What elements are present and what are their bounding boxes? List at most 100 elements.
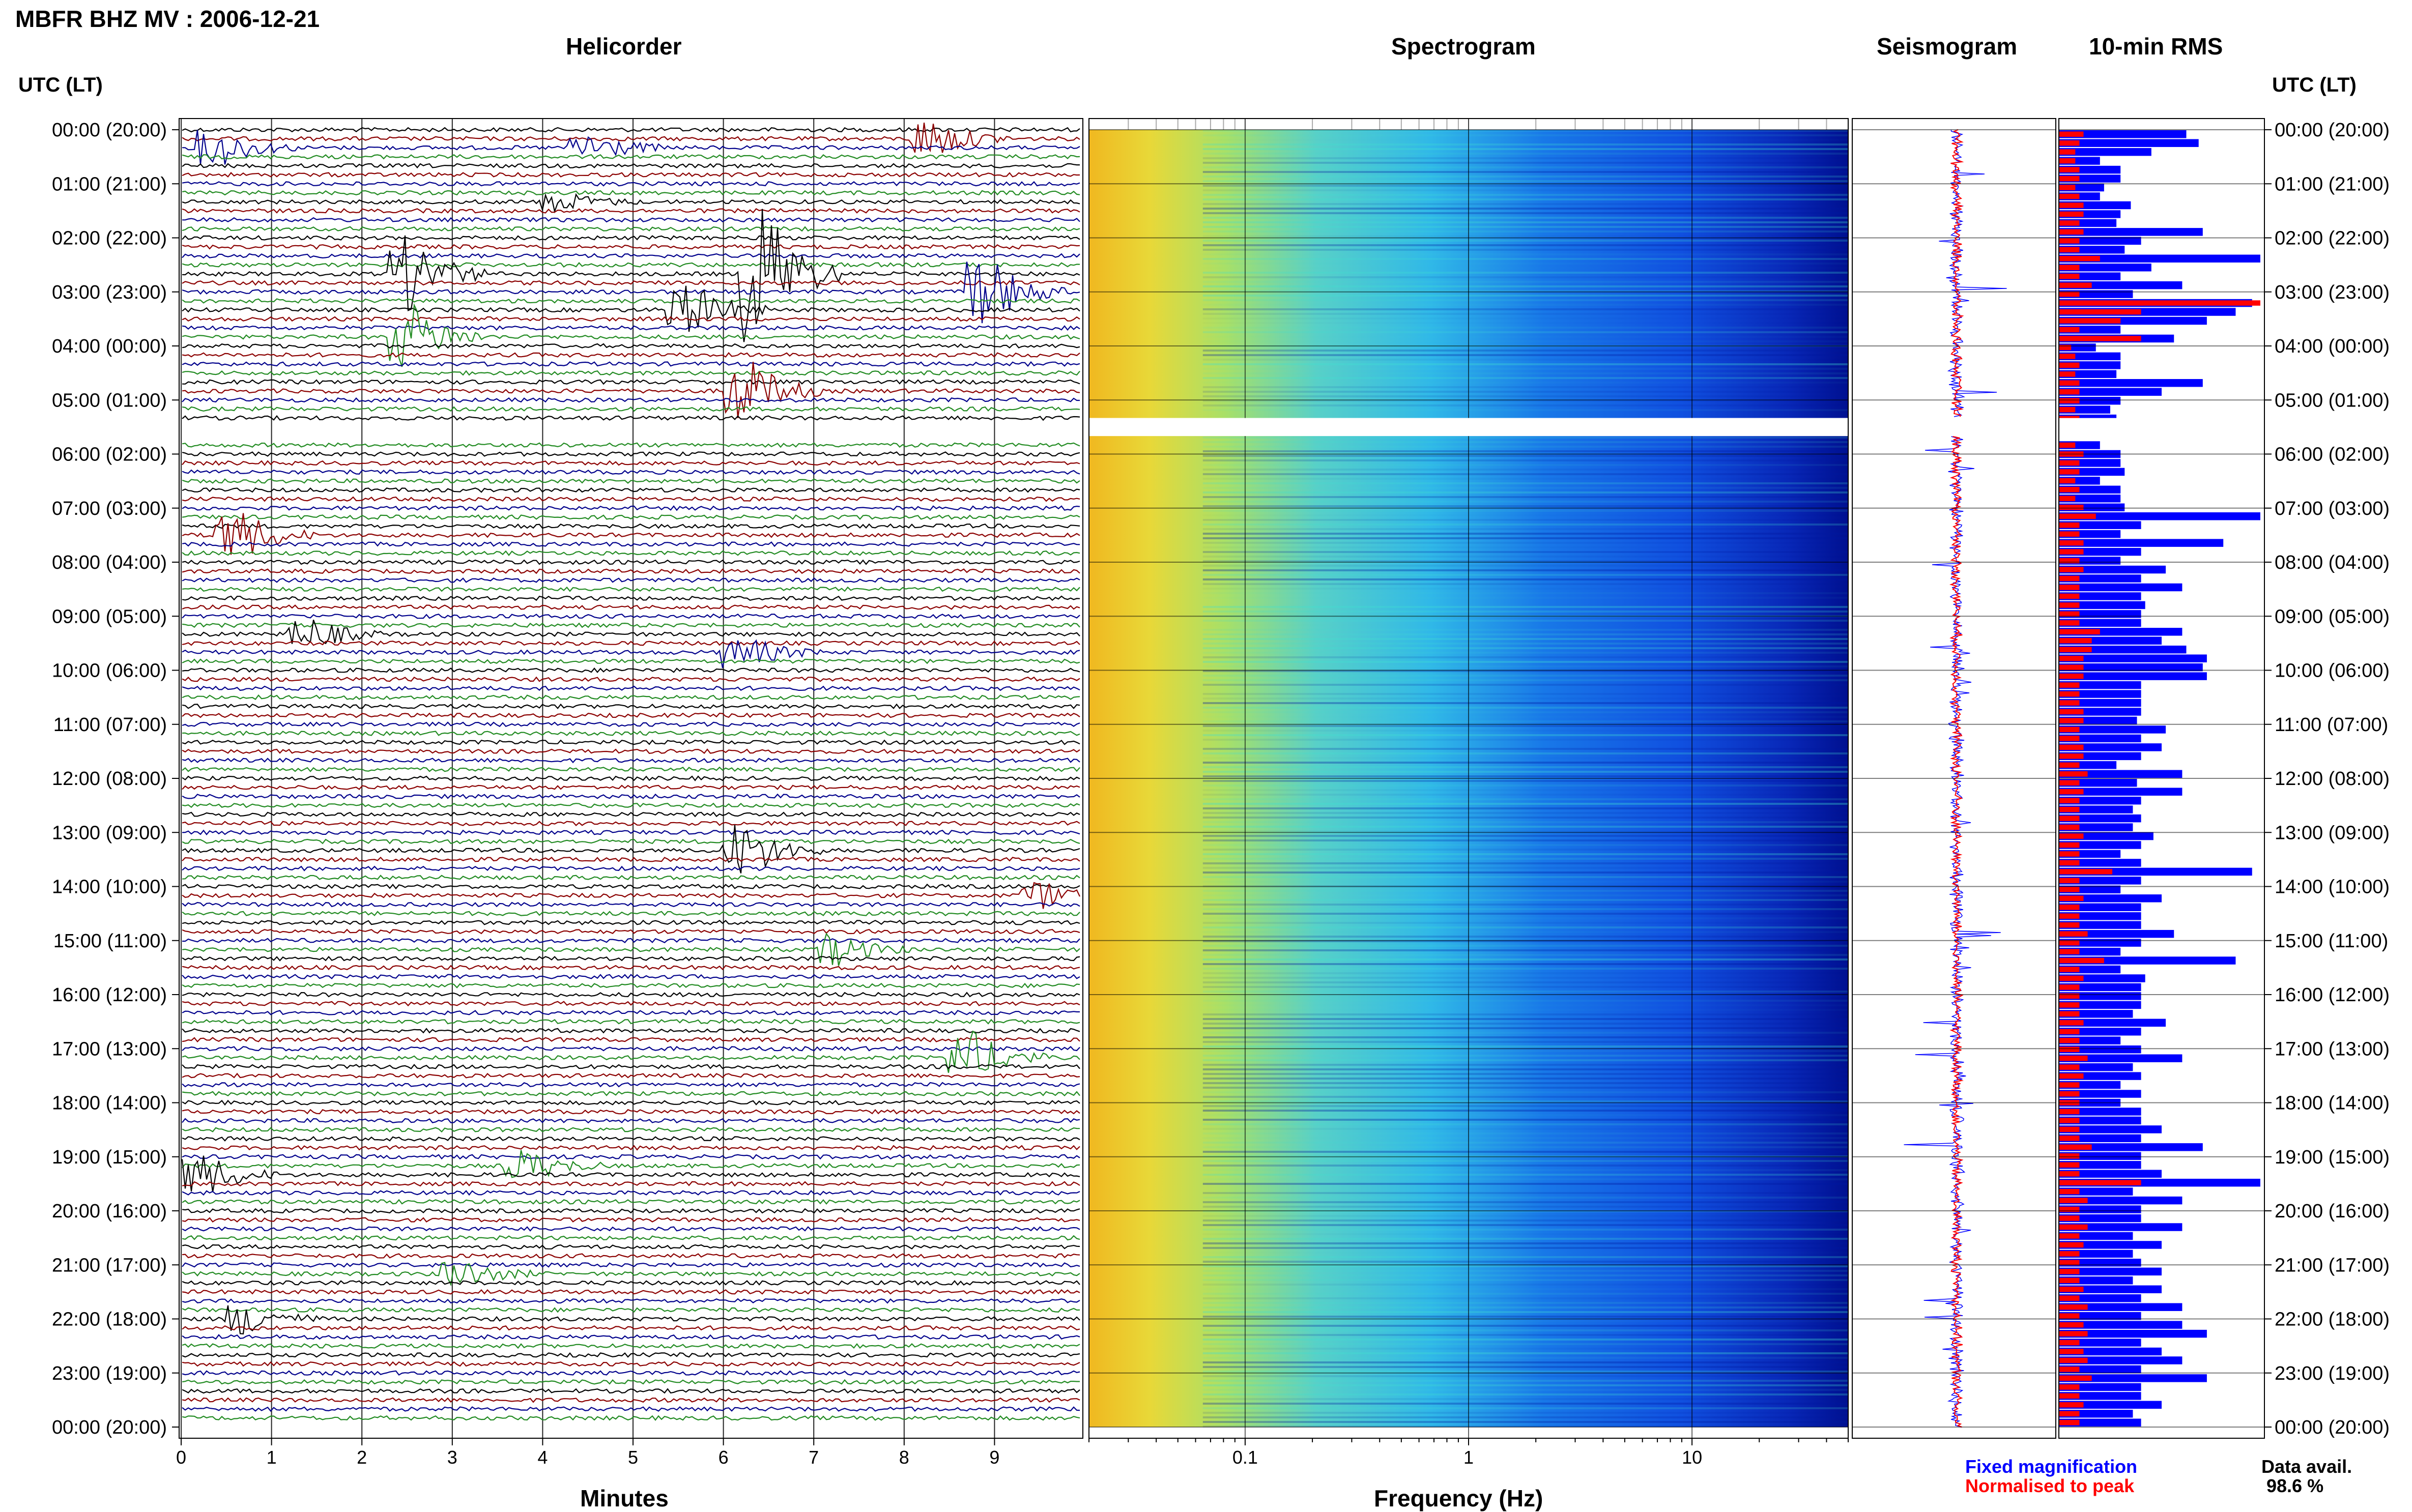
rms-normalised-bar xyxy=(2059,238,2080,244)
spectrogram-texture xyxy=(1202,487,1848,489)
spectrogram-texture xyxy=(1202,1137,1848,1139)
rms-fixed-bar xyxy=(2059,1196,2183,1205)
hour-label-right: 13:00 (09:00) xyxy=(2275,822,2390,844)
rms-normalised-bar xyxy=(2059,1393,2080,1399)
helicorder-trace xyxy=(182,523,1080,529)
hour-label-left: 16:00 (12:00) xyxy=(52,984,167,1006)
spectrogram-texture xyxy=(1202,606,1848,608)
spectrogram-texture xyxy=(1202,1366,1848,1368)
hour-label-right: 18:00 (14:00) xyxy=(2275,1093,2390,1114)
rms-normalised-bar xyxy=(2059,611,2080,617)
rms-normalised-bar xyxy=(2059,575,2080,581)
time-axis-label-right: UTC (LT) xyxy=(2272,74,2357,96)
spectrogram-texture xyxy=(1202,537,1848,539)
helicorder-trace xyxy=(182,676,1080,682)
helicorder-trace xyxy=(182,1127,1080,1133)
helicorder-trace xyxy=(182,1136,1080,1142)
spectrogram-texture xyxy=(1202,1132,1848,1135)
spectrogram-texture xyxy=(1202,1119,1848,1121)
hour-label-right: 00:00 (20:00) xyxy=(2275,120,2390,141)
rms-normalised-bar xyxy=(2059,442,2076,448)
spectrogram-texture xyxy=(1202,1169,1848,1171)
helicorder-trace xyxy=(182,775,1080,781)
hour-label-right: 00:00 (20:00) xyxy=(2275,1417,2390,1438)
helicorder-trace xyxy=(182,825,1080,874)
rms-normalised-bar xyxy=(2059,922,2080,928)
rms-normalised-bar xyxy=(2059,718,2084,723)
hour-label-left: 04:00 (00:00) xyxy=(52,336,167,357)
spectrogram-texture xyxy=(1202,1357,1848,1359)
spectrogram-texture xyxy=(1202,1403,1848,1405)
spectrogram-texture xyxy=(1202,1389,1848,1391)
helicorder-trace xyxy=(182,882,1080,909)
hour-label-left: 06:00 (02:00) xyxy=(52,444,167,466)
spectrogram-texture xyxy=(1202,1219,1848,1222)
helicorder-trace xyxy=(182,965,1080,971)
spectrogram-texture xyxy=(1202,295,1848,297)
helicorder-trace xyxy=(182,1298,1080,1304)
hour-label-left: 15:00 (11:00) xyxy=(53,931,167,952)
helicorder-trace xyxy=(182,1001,1080,1007)
rms-fixed-bar xyxy=(2059,583,2183,592)
spectrogram-texture xyxy=(1202,1142,1848,1144)
helicorder-trace xyxy=(182,1325,1080,1331)
rms-normalised-bar xyxy=(2059,931,2088,937)
freq-tick-label: 10 xyxy=(1682,1447,1702,1468)
rms-normalised-bar xyxy=(2059,1402,2084,1408)
spectrogram-texture xyxy=(1202,725,1848,727)
spectrogram-texture xyxy=(1202,972,1848,974)
spectrogram-texture xyxy=(1202,350,1848,352)
spectrogram-texture xyxy=(1202,610,1848,613)
rms-normalised-bar xyxy=(2059,1055,2088,1061)
spectrogram-texture xyxy=(1202,707,1848,709)
rms-normalised-bar xyxy=(2059,1188,2080,1195)
spectrogram-texture xyxy=(1203,757,1848,759)
helicorder-trace xyxy=(182,1082,1080,1088)
rms-normalised-bar xyxy=(2059,291,2080,297)
rms-fixed-bar xyxy=(2059,1143,2203,1151)
rms-normalised-bar xyxy=(2059,487,2080,492)
freq-tick-label: 0.1 xyxy=(1232,1447,1258,1468)
spectrogram-texture xyxy=(1202,945,1848,947)
helicorder-trace xyxy=(182,1145,1080,1151)
spectrogram-texture xyxy=(1203,235,1848,237)
hour-label-left: 05:00 (01:00) xyxy=(52,390,167,411)
rms-fixed-bar xyxy=(2059,1054,2183,1062)
rms-fixed-bar xyxy=(2059,601,2145,609)
helicorder-trace xyxy=(182,1009,1080,1015)
spectrogram-texture xyxy=(1202,1297,1848,1299)
rms-normalised-bar xyxy=(2059,176,2080,182)
rms-normalised-bar xyxy=(2059,567,2084,572)
helicorder-trace xyxy=(182,1406,1080,1412)
spectrogram-texture xyxy=(1202,1041,1848,1043)
helicorder-trace xyxy=(182,784,1080,791)
spectrogram-texture xyxy=(1202,130,1848,132)
spectrogram-texture xyxy=(1202,1027,1848,1029)
rms-normalised-bar xyxy=(2059,131,2084,137)
legend-fixed: Fixed magnification xyxy=(1965,1456,2138,1477)
helicorder-trace xyxy=(182,1118,1080,1124)
helicorder-trace xyxy=(182,415,1080,421)
rms-normalised-bar xyxy=(2059,1020,2084,1026)
helicorder-trace xyxy=(182,1226,1080,1232)
spectrogram-texture xyxy=(1202,720,1848,722)
spectrogram-title: Spectrogram xyxy=(1391,33,1536,60)
spectrogram-texture xyxy=(1202,917,1848,919)
spectrogram-texture xyxy=(1202,812,1848,814)
helicorder-trace xyxy=(182,1208,1080,1214)
spectrogram-texture xyxy=(1202,505,1848,507)
helicorder-trace xyxy=(182,513,1080,555)
helicorder-trace xyxy=(182,343,1080,349)
spectrogram-texture xyxy=(1202,1165,1848,1167)
helicorder-trace xyxy=(182,1397,1080,1403)
spectrogram-texture xyxy=(1202,926,1848,928)
spectrogram-texture xyxy=(1202,1100,1848,1102)
rms-normalised-bar xyxy=(2059,1011,2080,1017)
helicorder-trace xyxy=(182,1343,1080,1349)
helicorder-trace xyxy=(182,739,1080,745)
spectrogram-texture xyxy=(1202,830,1848,832)
spectrogram-texture xyxy=(1202,574,1848,576)
helicorder-trace xyxy=(182,1064,1080,1070)
data-avail-label: Data avail. xyxy=(2261,1456,2352,1477)
spectrogram-texture xyxy=(1202,652,1848,654)
